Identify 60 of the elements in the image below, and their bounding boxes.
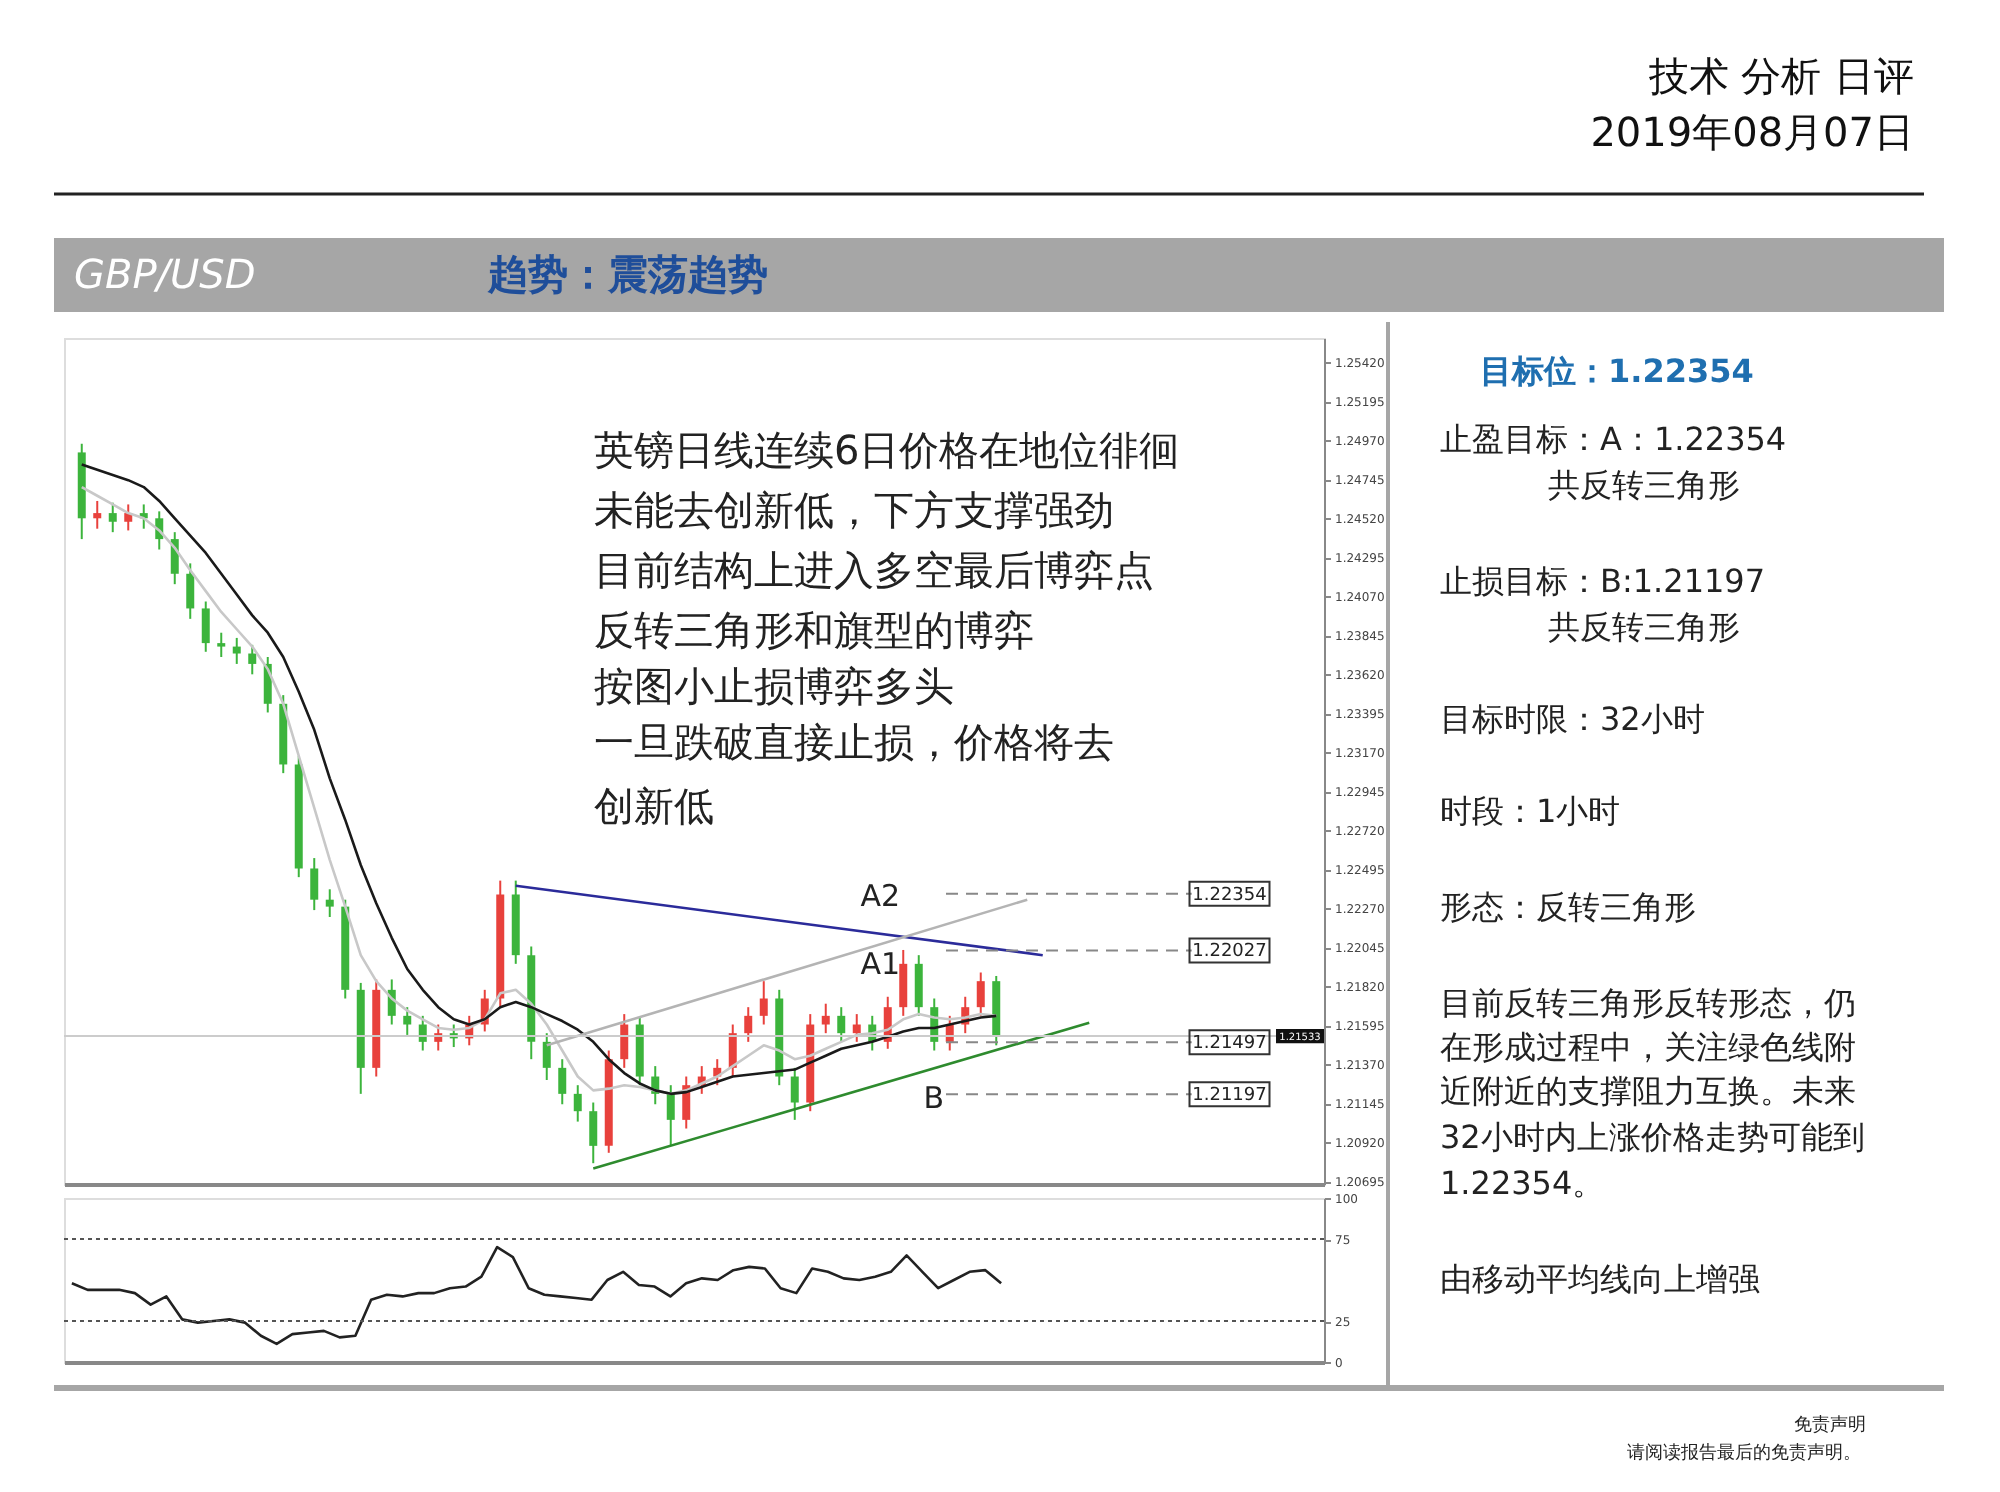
candlestick — [542, 1032, 551, 1081]
candlestick — [744, 1006, 753, 1043]
text: 请阅读报告最后的免责声明。 — [1627, 1442, 1861, 1464]
candlestick — [232, 636, 241, 665]
candlestick — [852, 1013, 861, 1043]
candlestick — [310, 857, 319, 912]
text: 趋势：震荡趋势 — [486, 250, 768, 298]
ref-line-label: 1.21497 — [1192, 1034, 1267, 1055]
ref-line-label: 1.22027 — [1192, 942, 1267, 963]
annotation: 创新低 — [594, 782, 714, 830]
candlestick — [821, 1002, 830, 1035]
annotation: 未能去创新低，下方支撑强劲 — [594, 486, 1114, 534]
candlestick — [666, 1084, 675, 1147]
candlestick — [403, 1006, 412, 1036]
line-series — [70, 1245, 1003, 1346]
text: 止损目标：B:1.21197 — [1440, 562, 1766, 600]
annotation: 按图小止损博弈多头 — [594, 662, 954, 710]
ref-line-label: 1.22354 — [1192, 885, 1268, 906]
text: 时段：1小时 — [1440, 792, 1621, 830]
text: 技术 分析 日评 — [1646, 52, 1914, 100]
text: 由移动平均线向上增强 — [1440, 1260, 1760, 1298]
annotation: 反转三角形和旗型的博弈 — [594, 606, 1034, 654]
text: 目前反转三角形反转形态，仍 — [1440, 984, 1856, 1022]
text: 32小时内上涨价格走势可能到 — [1440, 1118, 1865, 1156]
candlestick — [837, 1006, 846, 1043]
text: 免责声明 — [1794, 1414, 1866, 1436]
candlestick — [759, 980, 768, 1026]
candlestick — [573, 1084, 582, 1123]
annotation: 一旦跌破直接止损，价格将去 — [594, 718, 1114, 766]
candlestick — [325, 888, 334, 919]
text: GBP/USD — [74, 250, 256, 298]
text: 在形成过程中，关注绿色线附 — [1440, 1028, 1856, 1066]
candlestick — [790, 1066, 799, 1121]
annotation: A2 — [860, 878, 900, 914]
candlestick — [248, 643, 257, 676]
candlestick — [976, 971, 985, 1017]
candlestick — [914, 954, 923, 1017]
candlestick — [217, 631, 226, 658]
text: 共反转三角形 — [1548, 466, 1740, 504]
candlestick — [108, 501, 117, 534]
ref-line-label: 1.21197 — [1192, 1086, 1267, 1107]
candlestick — [620, 1013, 629, 1069]
annotation: A1 — [860, 946, 900, 982]
text: 1.22354。 — [1440, 1164, 1605, 1202]
annotation: B — [923, 1080, 944, 1116]
text: 止盈目标：A：1.22354 — [1440, 420, 1787, 458]
candlestick — [589, 1101, 598, 1165]
text: 目标位：1.22354 — [1480, 352, 1754, 390]
candlestick — [93, 499, 102, 530]
text: 形态：反转三角形 — [1440, 888, 1696, 926]
candlestick — [186, 562, 195, 620]
candlestick — [201, 600, 210, 653]
candlestick — [899, 948, 908, 1017]
text: 2019年08月07日 — [1590, 108, 1914, 156]
candlestick — [558, 1058, 567, 1106]
text: 共反转三角形 — [1548, 608, 1740, 646]
annotation: 目前结构上进入多空最后博弈点 — [594, 546, 1154, 594]
annotation: 英镑日线连续6日价格在地位徘徊 — [594, 426, 1180, 474]
text: 目标时限：32小时 — [1440, 700, 1705, 738]
text: 近附近的支撑阻力互换。未来 — [1440, 1072, 1856, 1110]
